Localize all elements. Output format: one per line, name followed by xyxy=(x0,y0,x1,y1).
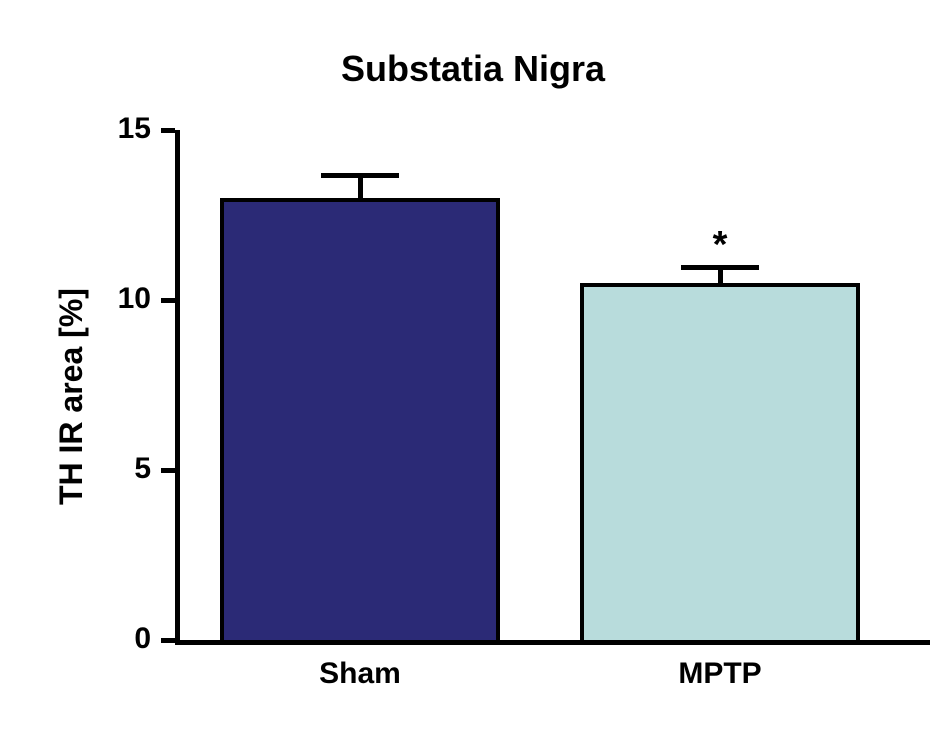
y-tick-label: 0 xyxy=(71,622,151,656)
y-tick xyxy=(161,638,175,643)
x-tick-label: MPTP xyxy=(540,657,900,691)
plot-area: 051015ShamMPTP* xyxy=(180,130,900,640)
y-axis xyxy=(175,130,180,645)
y-tick xyxy=(161,298,175,303)
bar xyxy=(220,198,501,640)
y-tick-label: 10 xyxy=(71,282,151,316)
y-tick xyxy=(161,468,175,473)
x-axis xyxy=(175,640,930,645)
y-tick-label: 15 xyxy=(71,112,151,146)
chart-title: Substatia Nigra xyxy=(0,48,946,90)
bar xyxy=(580,283,861,640)
chart-container: Substatia Nigra TH IR area [%] 051015Sha… xyxy=(0,0,946,747)
error-bar xyxy=(358,176,363,198)
x-tick-label: Sham xyxy=(180,657,540,691)
significance-marker: * xyxy=(690,224,750,267)
y-tick-label: 5 xyxy=(71,452,151,486)
error-cap xyxy=(321,173,400,178)
y-tick xyxy=(161,128,175,133)
